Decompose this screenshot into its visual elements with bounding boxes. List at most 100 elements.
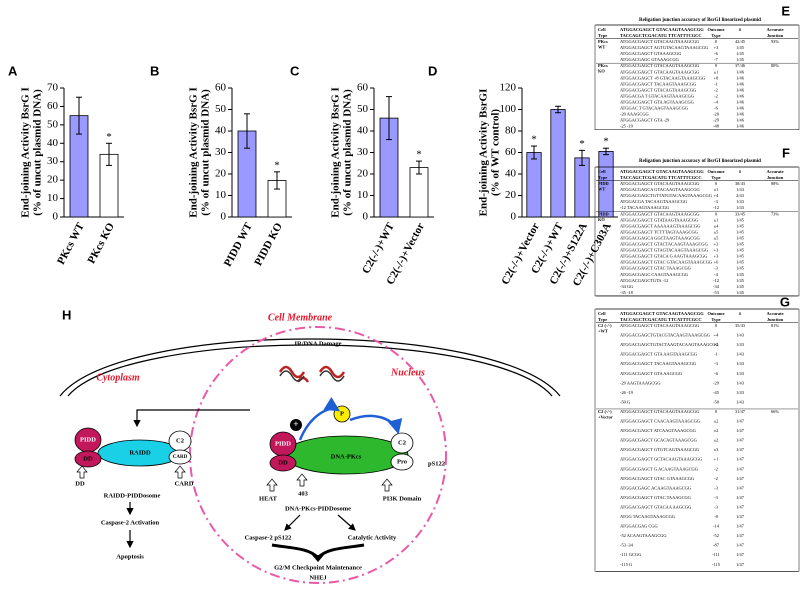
sequence: ATGGACGAGCT TACAAGTAAAGCGG xyxy=(620,361,697,366)
count: 1/46 xyxy=(736,112,745,117)
header: TACCAGCTCGACATG TTCATTTCGCC xyxy=(620,175,702,180)
count: 1/47 xyxy=(736,457,745,462)
error-bar xyxy=(579,149,585,166)
count: 1/45 xyxy=(736,229,745,234)
count: 1/46 xyxy=(736,69,745,74)
error-bar xyxy=(386,96,392,141)
header: Junction xyxy=(767,175,784,180)
arrow xyxy=(298,397,341,441)
y-tick-label: 70 xyxy=(47,82,59,94)
sequence: ATGGACGAGCT GTACAAGTAAAGCGG xyxy=(620,323,700,328)
outcome: 0 xyxy=(715,409,718,414)
outcome: -3 xyxy=(714,495,718,500)
count: 1/47 xyxy=(736,533,745,538)
count: 1/45 xyxy=(736,217,745,222)
y-tick-label: 60 xyxy=(505,146,517,158)
sequence: -115 G xyxy=(620,562,633,567)
outcome: +3 xyxy=(714,242,719,247)
sequence: ATGGACGAGCA GTACAAGTAAAGCGG xyxy=(620,187,700,192)
outcome: -52 xyxy=(713,533,719,538)
outcome: -6 xyxy=(714,371,718,376)
count: 1/45 xyxy=(736,51,745,56)
y-axis-label: End-joining Activity BsrG I xyxy=(330,87,342,218)
sequence: -26 -19 xyxy=(620,390,634,395)
outcome: ±5 xyxy=(714,235,719,240)
sequence: ATGGACGAGCT GTAC TAAAGCGG xyxy=(620,266,692,271)
y-axis-label: End-joining Activity BsrG I xyxy=(20,87,32,218)
sequence: ATGGAC T GTACAAGTAAAGCGG xyxy=(620,106,689,111)
sequence: -34 GG xyxy=(620,284,634,289)
header: Outcome xyxy=(707,169,724,174)
outcome: -6 xyxy=(714,51,718,56)
header: Type xyxy=(711,33,720,38)
header: Type xyxy=(711,175,720,180)
significance: * xyxy=(603,136,609,148)
y-tick-label: 80 xyxy=(505,125,517,137)
outcome: -2 xyxy=(714,87,718,92)
node-label: DD xyxy=(83,455,93,462)
header: Accurate xyxy=(766,311,783,316)
outcome: -48 xyxy=(713,124,720,129)
outcome: -20 xyxy=(713,112,720,117)
cytoplasm-label: Cytoplasm xyxy=(96,372,140,383)
arrow xyxy=(133,409,250,428)
sequence: ATGGACGAGCT GTAGTACAAGTAAAGCGG xyxy=(620,248,709,253)
y-tick-label: 0 xyxy=(53,211,59,223)
cell-type: WT xyxy=(598,45,605,50)
cell-type: PIDD xyxy=(598,211,609,216)
sequence: ATGG TACAAGTAAAGCGG xyxy=(620,514,676,519)
cell-type: PKcs xyxy=(598,63,608,68)
table-frame xyxy=(594,166,800,297)
arrow xyxy=(349,414,403,435)
sequence: ATGGACGAGCT GTACAA AAGCGG xyxy=(620,504,692,509)
sequence: ATGGACGAGC CAAGTAAAGCGG xyxy=(620,272,689,277)
count: 38/43 xyxy=(735,181,746,186)
error-bar xyxy=(531,145,537,160)
panel-label: A xyxy=(8,63,18,78)
panel-label: H xyxy=(62,307,71,322)
accuracy: 88% xyxy=(771,181,779,186)
sequence: ATGGACGAGCT ATCAAGTAAAGCGG xyxy=(620,428,697,433)
error-bar xyxy=(76,96,82,135)
complex-label: RAIDD-PIDDosome xyxy=(104,492,161,499)
count: 1/47 xyxy=(736,504,745,509)
count: 1/43 xyxy=(736,352,745,357)
outcome: ±2 xyxy=(714,438,719,443)
y-tick-label: 0 xyxy=(363,211,369,223)
sequence: ATGGACGAGCT GTAC GTAAAGCGG xyxy=(620,476,695,481)
node-label: RAIDD xyxy=(129,449,151,456)
count: 37/46 xyxy=(735,63,746,68)
sequence: -35 -18 xyxy=(620,290,634,295)
y-tick-label: 40 xyxy=(47,137,59,149)
outcome: -8 xyxy=(714,514,718,519)
count: 1/43 xyxy=(736,390,745,395)
sequence: ATGGACGAGCTGTACTAAGTACAAGTAAAGCGG xyxy=(620,342,719,347)
y-axis-label: (% of WT control) xyxy=(490,109,502,196)
y-tick-label: 60 xyxy=(357,82,369,94)
y-tick-label: 0 xyxy=(511,211,517,223)
outcome: -1 xyxy=(714,81,718,86)
y-tick-label: 40 xyxy=(505,168,517,180)
step-label: Caspase-2 Activation xyxy=(101,519,160,526)
outcome: -3 xyxy=(714,485,718,490)
sequence: ATGGACGAGCT GTGTCAGTAAAGCGG xyxy=(620,447,700,452)
sequence: ATGGACGAGCT GTAC GTACAAGTAAAGCGG xyxy=(620,260,713,265)
count: 1/45 xyxy=(736,272,745,277)
y-tick-label: 100 xyxy=(500,103,517,115)
sequence: ATGGACGAGCT GTACAAGTAAAGCGG xyxy=(620,63,700,68)
error-bar xyxy=(603,147,609,156)
header: ATGGACGAGCT GTACAAGTAAAGCGG xyxy=(620,311,704,316)
y-axis-label: (% of uncut plasmid DNA) xyxy=(200,89,212,216)
table-title: Religation junction accuracy of BsrGI li… xyxy=(639,18,761,23)
sequence: ATGGACGAGCT GCACAGTAAAGCGG xyxy=(620,438,698,443)
outcome: ±1 xyxy=(714,217,719,222)
sequence: -50 G xyxy=(620,399,631,404)
significance: * xyxy=(579,138,585,150)
cell-type: C2 (-/-) xyxy=(598,409,612,414)
count: 35/43 xyxy=(735,323,746,328)
site-label: pS122 xyxy=(428,460,445,467)
count: 1/47 xyxy=(736,495,745,500)
y-tick-label: 10 xyxy=(357,189,369,201)
panel-label: G xyxy=(780,294,790,309)
sequence: ATGGACGAGCT GTACAAGTAAAGCGG xyxy=(620,181,700,186)
